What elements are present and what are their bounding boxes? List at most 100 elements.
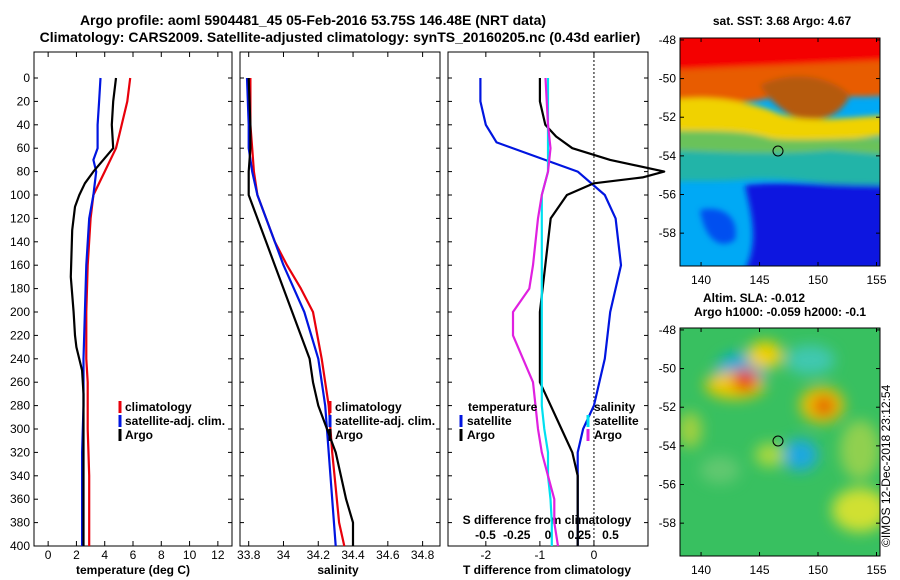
x-tick-label: 6 <box>130 548 137 562</box>
depth-tick-label: 320 <box>10 445 30 459</box>
x-tick-label: 33.8 <box>237 548 261 562</box>
legend-climatology-label: climatology <box>125 400 192 414</box>
sla-map-title-line1: Altim. SLA: -0.012 <box>703 291 805 305</box>
map-lat-label: -48 <box>659 323 677 337</box>
x-tick-label: 4 <box>101 548 108 562</box>
map-lat-label: -56 <box>659 478 677 492</box>
map-lat-label: -54 <box>659 149 677 163</box>
map-lon-label: 140 <box>691 273 711 287</box>
map-lat-label: -48 <box>659 33 677 47</box>
legend-sal-argo-label: Argo <box>594 428 622 442</box>
x-tick-label: 8 <box>158 548 165 562</box>
salinity-panel-frame <box>239 51 441 547</box>
map-lon-label: 145 <box>750 273 770 287</box>
legend-temperature-title: temperature <box>468 400 538 414</box>
depth-tick-label: 200 <box>10 305 30 319</box>
map-lat-label: -52 <box>659 400 677 414</box>
s-diff-tick-label: 0 <box>545 528 552 542</box>
depth-tick-label: 100 <box>10 188 30 202</box>
legend-temp-argo-label: Argo <box>467 428 495 442</box>
difference-panel: -2 -1 0 -0.5 -0.25 0 0.25 0.5 S difference fro… <box>447 51 666 577</box>
legend-argo-label: Argo <box>335 428 363 442</box>
sla-map-title-line2: Argo h1000: -0.059 h2000: -0.1 <box>694 305 866 319</box>
sla-map: Altim. SLA: -0.012 Argo h1000: -0.059 h2… <box>659 291 887 577</box>
depth-tick-label: 60 <box>17 141 31 155</box>
legend-argo-label: Argo <box>125 428 153 442</box>
temperature-panel: 0 2 4 6 8 10 12 temperature (deg C) climatolog… <box>33 51 233 577</box>
map-lon-label: 150 <box>808 273 828 287</box>
map-lat-label: -58 <box>659 226 677 240</box>
depth-tick-label: 0 <box>23 71 30 85</box>
salinity-panel: 33.8 34 34.2 34.4 34.6 34.8 salinity climatol… <box>237 51 441 577</box>
figure-title-line2: Climatology: CARS2009. Satellite-adjuste… <box>40 29 641 45</box>
depth-tick-label: 300 <box>10 422 30 436</box>
depth-tick-label: 340 <box>10 469 30 483</box>
legend-temp-satellite-label: satellite <box>467 414 512 428</box>
depth-tick-label: 120 <box>10 211 30 225</box>
depth-tick-label: 400 <box>10 539 30 553</box>
x-tick-label: 34 <box>277 548 291 562</box>
sst-heatmap <box>680 38 880 266</box>
series-line-salinity-argo <box>511 77 560 547</box>
depth-tick-label: 360 <box>10 492 30 506</box>
legend-satellite-adj-label: satellite-adj. clim. <box>335 414 435 428</box>
x-tick-label: 34.2 <box>307 548 331 562</box>
depth-tick-label: 380 <box>10 516 30 530</box>
x-tick-label: 10 <box>183 548 197 562</box>
salinity-xlabel: salinity <box>317 563 359 577</box>
series-line-climatology <box>85 77 132 546</box>
legend-satellite-adj-label: satellite-adj. clim. <box>125 414 225 428</box>
series-line-argo <box>69 77 118 546</box>
s-diff-tick-label: 0.25 <box>568 528 592 542</box>
map-lon-label: 155 <box>866 273 886 287</box>
series-line-temperature-argo <box>538 78 666 546</box>
s-difference-label: S difference from climatology <box>463 513 632 527</box>
x-tick-label: 12 <box>211 548 225 562</box>
map-lat-label: -54 <box>659 439 677 453</box>
x-tick-label: 0 <box>45 548 52 562</box>
depth-tick-label: 40 <box>17 118 31 132</box>
map-lon-label: 155 <box>866 563 886 577</box>
map-lon-label: 145 <box>750 563 770 577</box>
depth-tick-label: 240 <box>10 352 30 366</box>
s-diff-tick-label: 0.5 <box>602 528 619 542</box>
salinity-legend: climatology satellite-adj. clim. Argo <box>328 400 435 442</box>
sst-map: sat. SST: 3.68 Argo: 4.67 -48 -50 -52 -54 -5… <box>659 14 887 287</box>
s-diff-tick-label: -0.25 <box>503 528 531 542</box>
map-lat-label: -50 <box>659 72 677 86</box>
temperature-legend: climatology satellite-adj. clim. Argo <box>118 400 225 442</box>
sst-map-title: sat. SST: 3.68 Argo: 4.67 <box>713 14 852 28</box>
depth-tick-label: 140 <box>10 235 30 249</box>
depth-tick-label: 260 <box>10 375 30 389</box>
map-lon-label: 150 <box>808 563 828 577</box>
x-tick-label: 34.8 <box>411 548 435 562</box>
x-tick-label: -1 <box>535 548 546 562</box>
x-tick-label: 2 <box>73 548 80 562</box>
depth-axis: 0 20 40 60 80 100 120 140 160 180 200 220 240 260 280 3… <box>10 71 648 553</box>
depth-tick-label: 80 <box>17 165 31 179</box>
sla-argo-location-marker <box>772 435 784 447</box>
s-diff-tick-label: -0.5 <box>475 528 496 542</box>
x-tick-label: 34.4 <box>341 548 365 562</box>
legend-salinity-title: salinity <box>594 400 636 414</box>
temperature-panel-frame <box>33 51 233 547</box>
imos-credit: ©IMOS 12-Dec-2018 23:12:54 <box>879 384 893 547</box>
depth-tick-label: 180 <box>10 282 30 296</box>
series-line-temperature-satellite <box>479 78 623 546</box>
depth-tick-label: 160 <box>10 258 30 272</box>
series-line-argo <box>247 77 355 546</box>
depth-tick-label: 20 <box>17 94 31 108</box>
t-difference-xlabel: T difference from climatology <box>463 563 631 577</box>
x-tick-label: 34.6 <box>376 548 400 562</box>
legend-climatology-label: climatology <box>335 400 402 414</box>
temperature-xlabel: temperature (deg C) <box>76 563 190 577</box>
map-lon-label: 140 <box>691 563 711 577</box>
figure-title-line1: Argo profile: aoml 5904481_45 05-Feb-201… <box>80 12 546 28</box>
sla-heatmap <box>680 328 880 556</box>
sst-argo-location-marker <box>772 145 784 157</box>
depth-tick-label: 280 <box>10 399 30 413</box>
legend-sal-satellite-label: satellite <box>594 414 639 428</box>
map-lat-label: -52 <box>659 110 677 124</box>
series-line-climatology <box>249 78 346 547</box>
